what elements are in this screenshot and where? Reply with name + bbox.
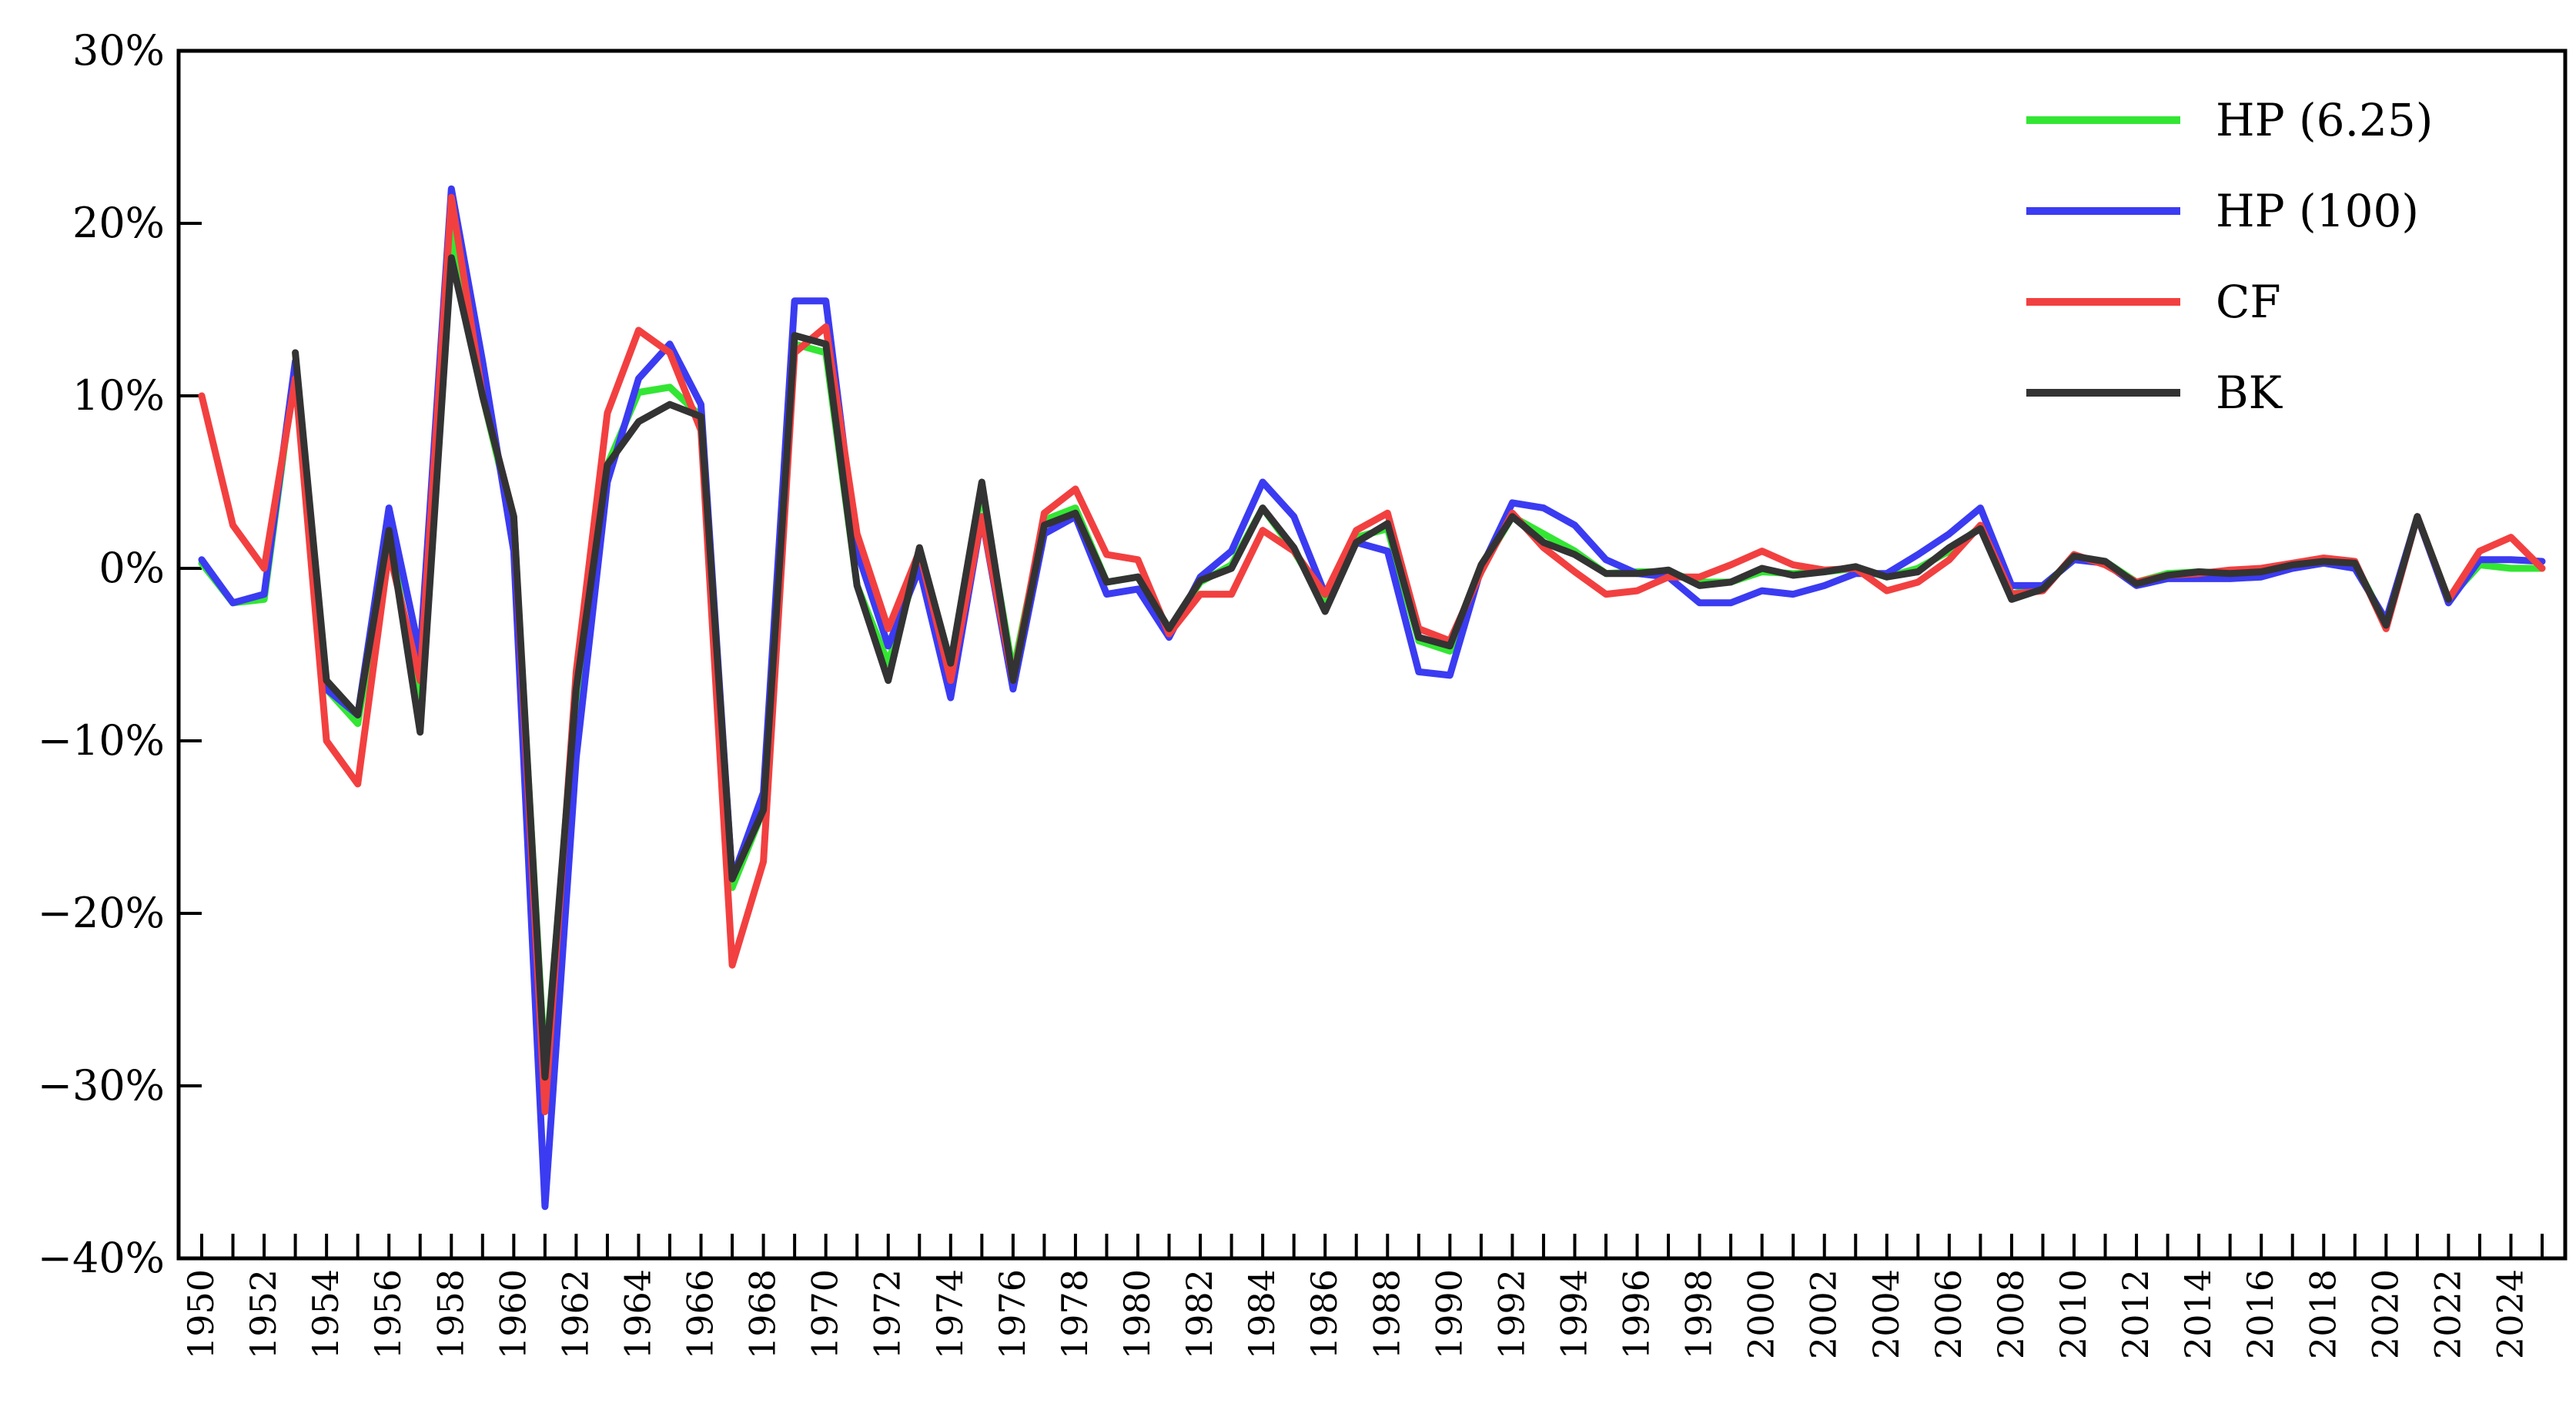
- plot-frame: [176, 49, 2568, 1261]
- x-tick-label: 1990: [1428, 1269, 1470, 1359]
- x-tick-label: 2018: [2302, 1269, 2343, 1359]
- x-tick-label: 2002: [1803, 1269, 1845, 1359]
- x-axis: 1950 1952 1954 1956 1958 1960 1962 1964 1966 1968…: [180, 1234, 2544, 1359]
- x-tick-label: 1958: [430, 1269, 471, 1359]
- series-layer: [198, 185, 2546, 1211]
- series-line-4: [292, 254, 2452, 1081]
- x-tick-label: 1966: [680, 1269, 721, 1359]
- y-tick-label: 0%: [99, 544, 165, 592]
- x-tick-label: 1972: [867, 1269, 908, 1359]
- x-tick-label: 1984: [1241, 1269, 1283, 1359]
- x-tick-label: 1982: [1179, 1269, 1220, 1359]
- y-tick-label: 30%: [72, 26, 165, 75]
- legend-label: CF: [2216, 276, 2281, 328]
- x-tick-label: 1964: [617, 1269, 658, 1359]
- x-tick-label: 1962: [554, 1269, 596, 1359]
- x-tick-label: 2024: [2489, 1269, 2531, 1359]
- x-tick-label: 1988: [1366, 1269, 1407, 1359]
- y-tick-label: −20%: [38, 889, 165, 937]
- x-tick-label: 1978: [1054, 1269, 1096, 1359]
- x-tick-label: 1996: [1616, 1269, 1658, 1359]
- x-tick-label: 2000: [1741, 1269, 1782, 1359]
- x-tick-label: 1970: [805, 1269, 846, 1359]
- x-tick-label: 1968: [742, 1269, 784, 1359]
- x-tick-label: 1952: [243, 1269, 284, 1359]
- x-tick-label: 1960: [492, 1269, 534, 1359]
- y-tick-label: −10%: [38, 716, 165, 765]
- y-tick-label: −30%: [38, 1061, 165, 1110]
- x-tick-label: 1954: [305, 1269, 346, 1359]
- x-tick-label: 1986: [1303, 1269, 1345, 1359]
- y-tick-label: 10%: [72, 371, 165, 420]
- y-axis: −40% −30% −20% −10% 0% 10% 20% 30%: [38, 26, 202, 1282]
- x-tick-label: 1956: [367, 1269, 409, 1359]
- x-tick-label: 2008: [1990, 1269, 2032, 1359]
- x-tick-label: 2014: [2177, 1269, 2219, 1359]
- x-tick-label: 2006: [1928, 1269, 1969, 1359]
- y-tick-label: 20%: [72, 199, 165, 247]
- legend-label: HP (100): [2216, 185, 2419, 237]
- x-tick-label: 2010: [2052, 1269, 2094, 1359]
- x-tick-label: 1998: [1678, 1269, 1720, 1359]
- x-tick-label: 2012: [2115, 1269, 2156, 1359]
- y-tick-label: −40%: [38, 1234, 165, 1282]
- x-tick-label: 1950: [180, 1269, 222, 1359]
- legend: HP (6.25) HP (100) CF BK: [2026, 94, 2433, 419]
- x-tick-label: 2004: [1865, 1269, 1907, 1359]
- x-tick-label: 1980: [1116, 1269, 1158, 1359]
- legend-label: HP (6.25): [2216, 94, 2433, 146]
- x-tick-label: 2022: [2427, 1269, 2468, 1359]
- x-tick-label: 1994: [1553, 1269, 1594, 1359]
- legend-label: BK: [2216, 367, 2283, 419]
- x-tick-label: 1992: [1490, 1269, 1532, 1359]
- x-tick-label: 2016: [2240, 1269, 2281, 1359]
- x-tick-label: 2020: [2364, 1269, 2406, 1359]
- x-tick-label: 1974: [929, 1269, 971, 1359]
- x-tick-label: 1976: [992, 1269, 1033, 1359]
